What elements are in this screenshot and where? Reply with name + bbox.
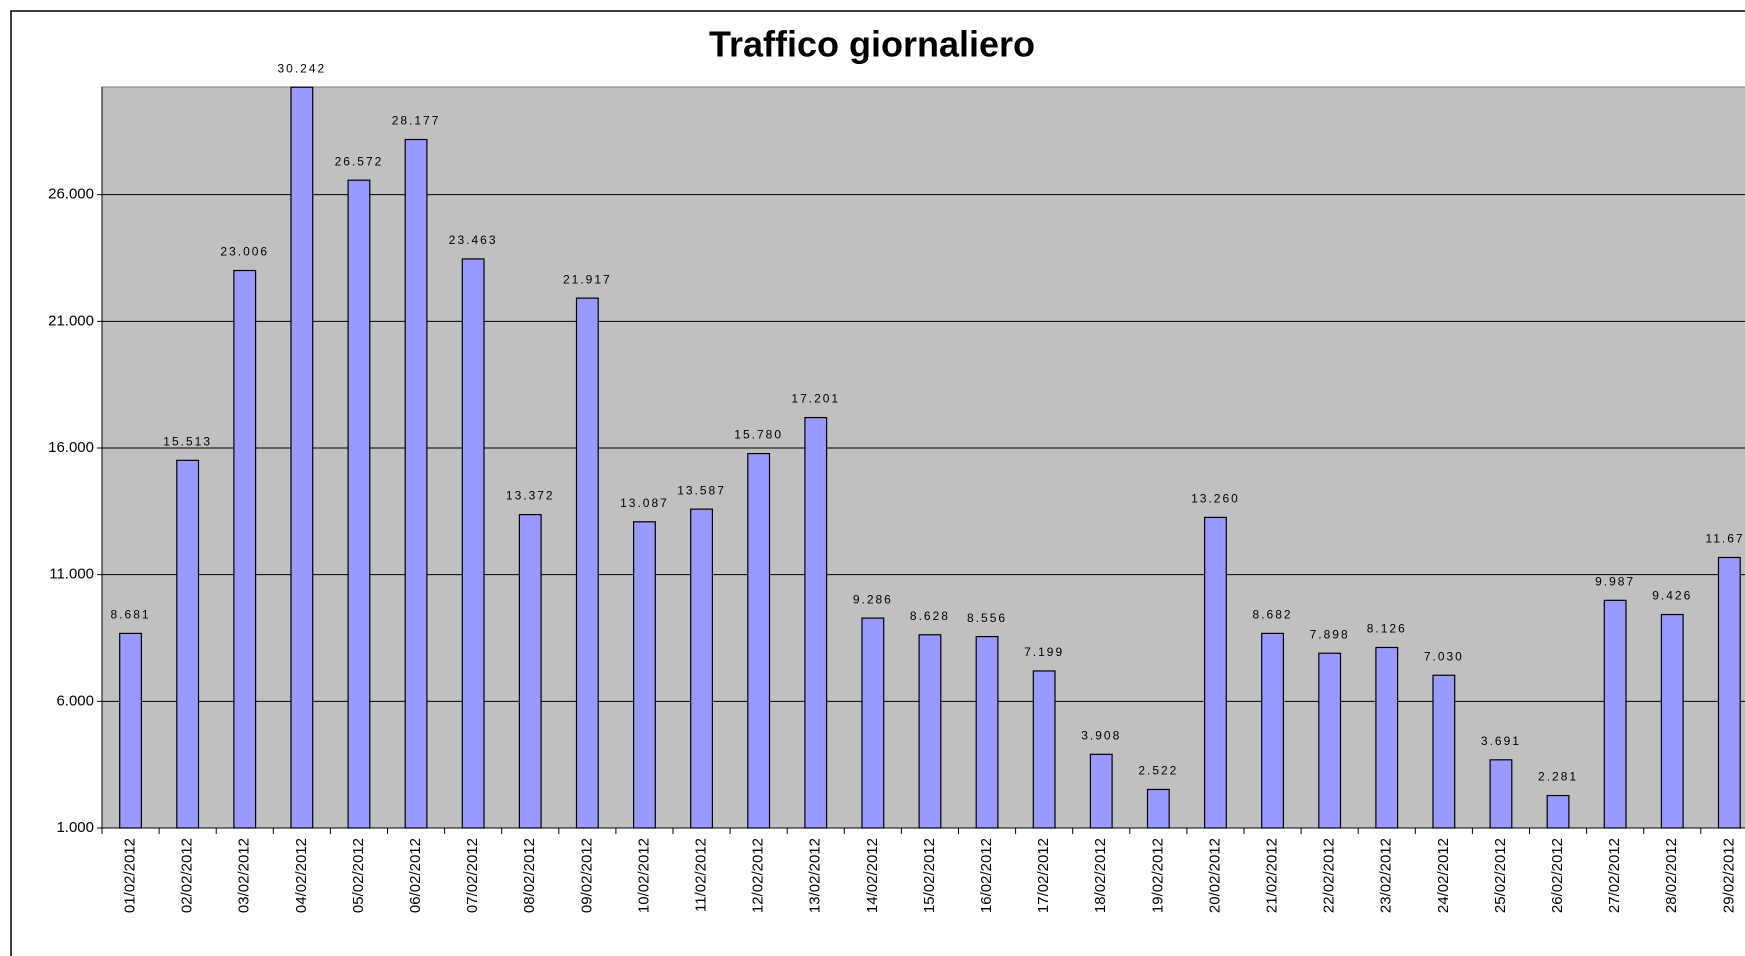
value-label: 3.908 <box>1081 729 1121 743</box>
value-label: 11.678 <box>1705 532 1745 546</box>
value-label: 9.987 <box>1595 575 1635 589</box>
value-label: 9.286 <box>853 592 893 606</box>
value-label: 13.372 <box>506 489 555 503</box>
x-tick-label: 04/02/2012 <box>293 838 310 913</box>
x-tick-label: 25/02/2012 <box>1492 838 1509 913</box>
value-label: 15.780 <box>734 428 783 442</box>
x-tick-label: 05/02/2012 <box>350 838 367 913</box>
bar <box>233 269 257 829</box>
x-tick-label: 02/02/2012 <box>179 838 196 913</box>
x-tick-label: 14/02/2012 <box>864 838 881 913</box>
bar <box>518 513 542 829</box>
y-tick-label: 26.000 <box>48 186 94 203</box>
x-tick-label: 24/02/2012 <box>1435 838 1452 913</box>
value-label: 2.281 <box>1538 770 1578 784</box>
bar <box>1375 646 1399 829</box>
x-tick-label: 11/02/2012 <box>693 838 710 912</box>
value-label: 7.898 <box>1310 627 1350 641</box>
x-tick-label: 21/02/2012 <box>1264 838 1281 913</box>
bar <box>290 86 314 829</box>
value-label: 13.587 <box>677 483 726 497</box>
bar <box>1660 613 1684 829</box>
bar <box>633 521 656 829</box>
value-label: 7.030 <box>1424 649 1464 663</box>
value-label: 8.682 <box>1253 608 1293 622</box>
bar <box>975 635 999 829</box>
x-tick-label: 20/02/2012 <box>1206 838 1223 913</box>
bar <box>1717 556 1741 829</box>
value-label: 2.522 <box>1138 764 1178 778</box>
x-tick-label: 09/02/2012 <box>578 838 595 913</box>
x-tick-label: 18/02/2012 <box>1092 838 1109 913</box>
value-label: 28.177 <box>392 114 441 128</box>
y-tick-label: 1.000 <box>56 819 94 836</box>
x-tick-label: 28/02/2012 <box>1663 838 1680 913</box>
bar <box>1032 670 1056 829</box>
bar <box>176 459 200 829</box>
x-tick-label: 12/02/2012 <box>750 838 767 913</box>
value-label: 7.199 <box>1024 645 1064 659</box>
value-label: 8.628 <box>910 609 950 623</box>
value-label: 8.681 <box>111 608 151 622</box>
y-tick-label: 11.000 <box>49 566 94 583</box>
bar <box>119 632 142 829</box>
x-tick-label: 08/02/2012 <box>521 838 538 913</box>
y-tick-label: 21.000 <box>48 312 94 329</box>
value-label: 13.087 <box>620 496 669 510</box>
value-label: 23.463 <box>449 233 498 247</box>
value-label: 13.260 <box>1191 492 1240 506</box>
bar <box>690 508 713 829</box>
bar <box>804 416 828 829</box>
bar <box>1489 759 1513 829</box>
bar <box>1089 753 1113 829</box>
value-label: 8.556 <box>967 611 1007 625</box>
x-tick-label: 29/02/2012 <box>1720 838 1737 913</box>
value-label: 3.691 <box>1481 734 1521 748</box>
bar <box>1261 632 1284 829</box>
value-label: 15.513 <box>163 435 212 449</box>
y-tick-label: 16.000 <box>48 439 94 456</box>
x-tick-label: 16/02/2012 <box>978 838 995 913</box>
bar <box>1546 794 1570 829</box>
value-label: 8.126 <box>1367 622 1407 636</box>
x-tick-label: 22/02/2012 <box>1321 838 1338 913</box>
bar <box>404 138 428 829</box>
x-tick-label: 23/02/2012 <box>1378 838 1395 913</box>
bar <box>918 634 942 829</box>
x-tick-label: 13/02/2012 <box>807 838 824 913</box>
bar <box>1432 674 1456 829</box>
x-tick-label: 27/02/2012 <box>1606 838 1623 913</box>
x-tick-label: 19/02/2012 <box>1149 838 1166 913</box>
bar <box>1204 516 1227 829</box>
value-label: 17.201 <box>791 392 840 406</box>
value-label: 23.006 <box>220 245 269 259</box>
bar <box>1603 599 1627 829</box>
value-label: 26.572 <box>335 154 384 168</box>
bar <box>347 179 371 829</box>
x-tick-label: 06/02/2012 <box>407 838 424 913</box>
x-tick-label: 01/02/2012 <box>122 838 139 913</box>
x-tick-label: 17/02/2012 <box>1035 838 1052 913</box>
value-label: 30.242 <box>277 61 326 75</box>
bar <box>861 617 885 829</box>
y-tick-label: 6.000 <box>56 692 94 709</box>
value-label: 21.917 <box>563 272 612 286</box>
bar <box>747 452 771 829</box>
x-tick-label: 26/02/2012 <box>1549 838 1566 913</box>
bar <box>1146 788 1170 829</box>
x-tick-label: 10/02/2012 <box>635 838 652 913</box>
bar <box>1318 652 1342 829</box>
chart-title: Traffico giornaliero <box>709 24 1035 65</box>
bar <box>575 297 599 829</box>
value-label: 9.426 <box>1652 589 1692 603</box>
x-tick-label: 03/02/2012 <box>236 838 253 913</box>
bar <box>461 258 485 829</box>
x-tick-label: 15/02/2012 <box>921 838 938 913</box>
x-tick-label: 07/02/2012 <box>464 838 481 913</box>
